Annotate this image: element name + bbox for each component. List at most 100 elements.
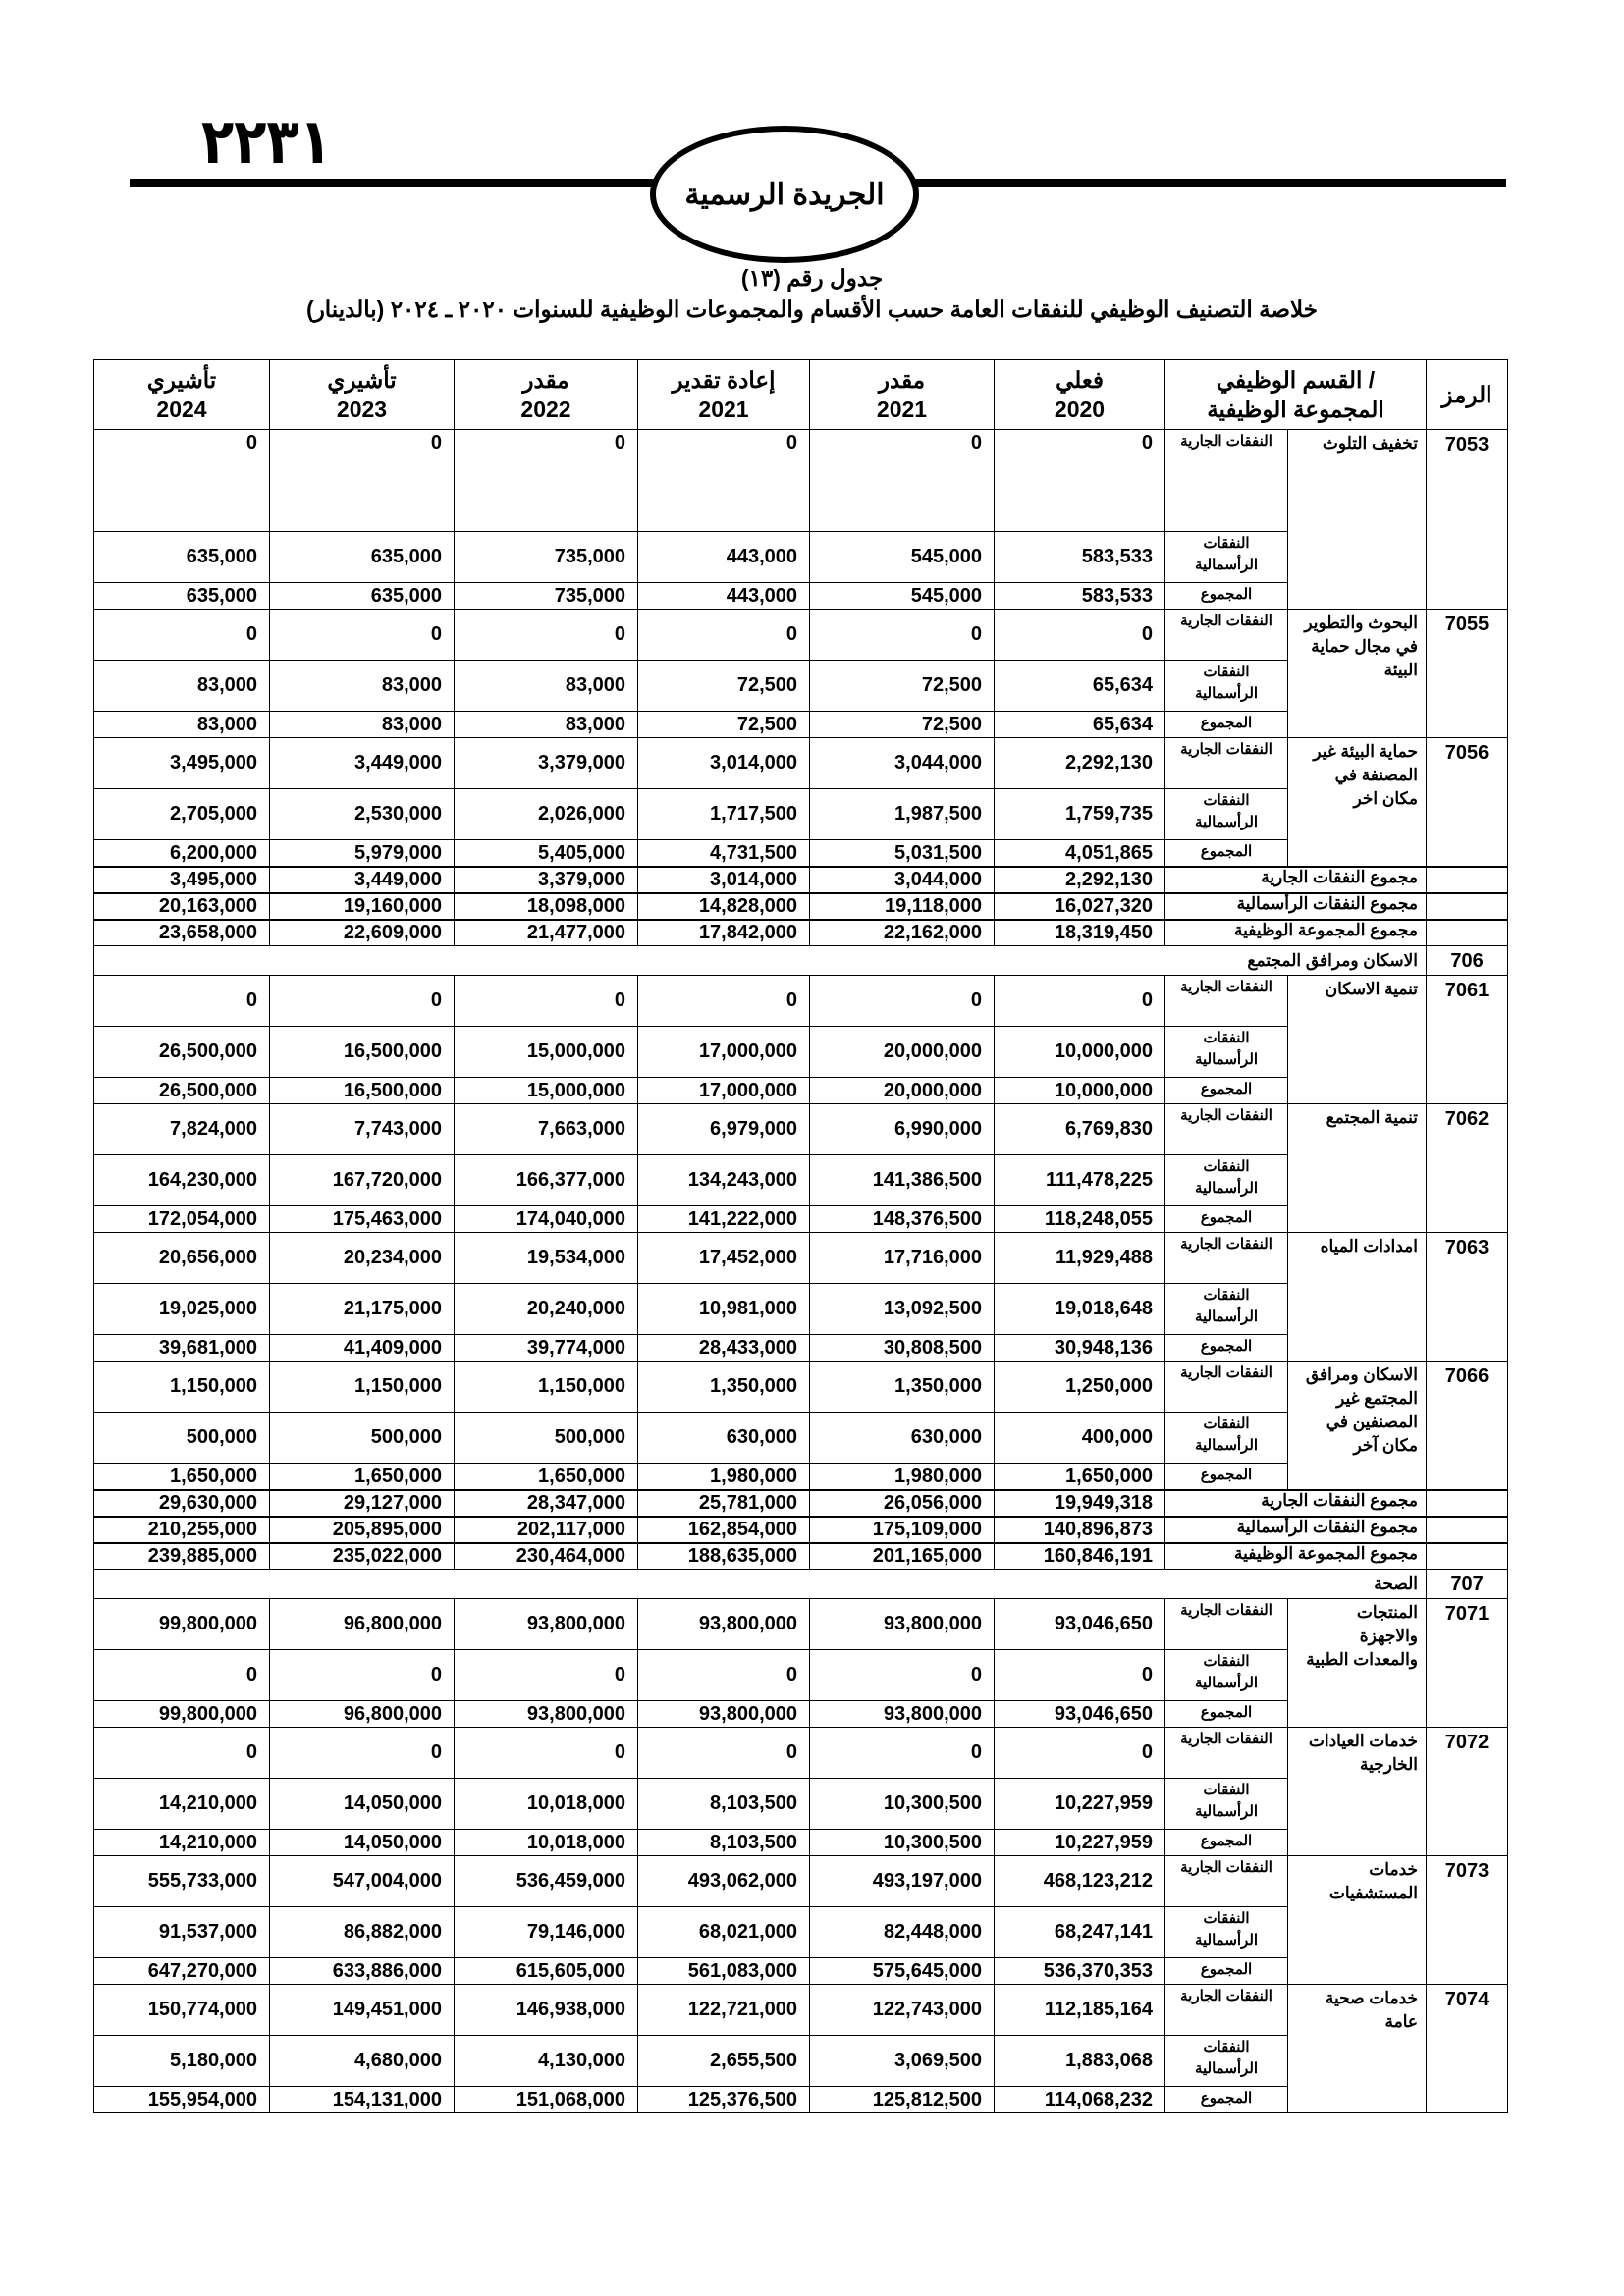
amount-cell: 65,634 [994,711,1165,738]
amount-cell: 575,645,000 [809,1957,995,1985]
summary-label: مجموع المجموعة الوظيفية [1164,919,1428,946]
col-year-num: 2020 [1054,397,1106,422]
amount-cell: 1,650,000 [454,1463,638,1491]
amount-cell: 615,605,000 [454,1957,638,1985]
amount-cell: 15,000,000 [454,1077,638,1104]
expense-type-label: النفقات الرأسمالية [1164,788,1289,840]
amount-cell: 79,146,000 [454,1906,638,1958]
expense-type-label: النفقات الرأسمالية [1164,1778,1289,1830]
amount-cell: 4,731,500 [637,839,810,868]
group-code: 7061 [1426,975,1509,1104]
col-group: / القسم الوظيفي المجموعة الوظيفية [1164,359,1428,430]
amount-cell: 0 [809,1727,995,1779]
amount-cell: 6,769,830 [994,1103,1165,1155]
expense-type-label: النفقات الجارية [1164,1855,1289,1907]
summary-amount-cell: 26,056,000 [809,1489,995,1518]
amount-cell: 17,000,000 [637,1026,810,1078]
amount-cell: 72,500 [637,660,810,712]
amount-cell: 0 [269,429,455,532]
amount-cell: 83,000 [93,711,270,738]
summary-row-current: مجموع النفقات الجارية 19,949,318 26,056,00… [93,1489,1509,1518]
col-label: مقدر [878,367,926,393]
summary-blank [1426,866,1509,894]
expense-type-label: المجموع [1164,1205,1289,1233]
amount-cell: 14,050,000 [269,1778,455,1830]
section-code: 707 [1426,1569,1509,1599]
amount-cell: 493,062,000 [637,1855,810,1907]
summary-amount-cell: 20,163,000 [93,892,270,921]
amount-cell: 10,018,000 [454,1778,638,1830]
summary-amount-cell: 29,630,000 [93,1489,270,1518]
amount-cell: 96,800,000 [269,1598,455,1650]
summary-amount-cell: 202,117,000 [454,1516,638,1544]
amount-cell: 155,954,000 [93,2086,270,2113]
amount-cell: 4,051,865 [994,839,1165,868]
page-number: ٢٢٣١ [201,106,332,179]
amount-cell: 633,886,000 [269,1957,455,1985]
summary-amount-cell: 19,160,000 [269,892,455,921]
amount-cell: 28,433,000 [637,1334,810,1362]
amount-cell: 2,655,500 [637,2035,810,2087]
amount-cell: 111,478,225 [994,1154,1165,1206]
amount-cell: 14,210,000 [93,1829,270,1856]
expense-type-label: المجموع [1164,1463,1289,1491]
amount-cell: 468,123,212 [994,1855,1165,1907]
table-row-current: 7061 تنمية الاسكان النفقات الجارية 0 0 0 0 0 0 [93,975,1509,1104]
group-name: تنمية الاسكان [1287,975,1428,1104]
expense-type-label: النفقات الجارية [1164,1727,1289,1779]
summary-blank [1426,919,1509,946]
table-row-current: 7072 خدمات العيادات الخارجية النفقات الجار… [93,1727,1509,1856]
summary-amount-cell: 28,347,000 [454,1489,638,1518]
amount-cell: 3,069,500 [809,2035,995,2087]
summary-amount-cell: 14,828,000 [637,892,810,921]
amount-cell: 30,948,136 [994,1334,1165,1362]
amount-cell: 3,495,000 [93,737,270,789]
amount-cell: 3,449,000 [269,737,455,789]
amount-cell: 0 [93,1727,270,1779]
amount-cell: 125,376,500 [637,2086,810,2113]
amount-cell: 167,720,000 [269,1154,455,1206]
amount-cell: 20,000,000 [809,1077,995,1104]
amount-cell: 118,248,055 [994,1205,1165,1233]
summary-blank [1426,1516,1509,1544]
group-code: 7055 [1426,609,1509,738]
amount-cell: 1,350,000 [637,1361,810,1413]
group-code: 7066 [1426,1361,1509,1491]
amount-cell: 500,000 [269,1412,455,1464]
summary-amount-cell: 3,449,000 [269,866,455,894]
amount-cell: 122,721,000 [637,1984,810,2036]
summary-row-total: مجموع المجموعة الوظيفية 18,319,450 22,162,… [93,919,1509,946]
expense-type-label: المجموع [1164,1700,1289,1728]
expenditure-table: الرمز / القسم الوظيفي المجموعة الوظيفية … [92,359,1509,2113]
amount-cell: 5,405,000 [454,839,638,868]
gazette-title: الجريدة الرسمية [684,178,885,211]
amount-cell: 0 [809,1649,995,1701]
amount-cell: 647,270,000 [93,1957,270,1985]
amount-cell: 0 [269,975,455,1027]
group-code: 7074 [1426,1984,1509,2113]
group-code: 7071 [1426,1598,1509,1728]
expense-type-label: النفقات الجارية [1164,975,1289,1027]
expense-type-label: المجموع [1164,1334,1289,1362]
expense-type-label: النفقات الرأسمالية [1164,1026,1289,1078]
section-header-row: 707 الصحة [92,1569,1509,1599]
amount-cell: 141,222,000 [637,1205,810,1233]
amount-cell: 72,500 [809,711,995,738]
table-row-total: المجموع 536,370,353 575,645,000 561,083,000… [93,1957,1508,1985]
amount-cell: 149,451,000 [269,1984,455,2036]
amount-cell: 0 [637,609,810,661]
amount-cell: 735,000 [454,531,638,583]
amount-cell: 93,800,000 [809,1598,995,1650]
amount-cell: 99,800,000 [93,1598,270,1650]
col-year-num: 2023 [336,397,388,422]
expense-type-label: النفقات الرأسمالية [1164,1412,1289,1464]
group-name: خدمات العيادات الخارجية [1287,1727,1428,1856]
amount-cell: 112,185,164 [994,1984,1165,2036]
expense-type-label: المجموع [1164,839,1289,868]
amount-cell: 0 [637,1649,810,1701]
expense-type-label: النفقات الرأسمالية [1164,1906,1289,1958]
amount-cell: 39,681,000 [93,1334,270,1362]
amount-cell: 93,800,000 [454,1700,638,1728]
amount-cell: 41,409,000 [269,1334,455,1362]
group-name: المنتجات والاجهزة والمعدات الطبية [1287,1598,1428,1728]
